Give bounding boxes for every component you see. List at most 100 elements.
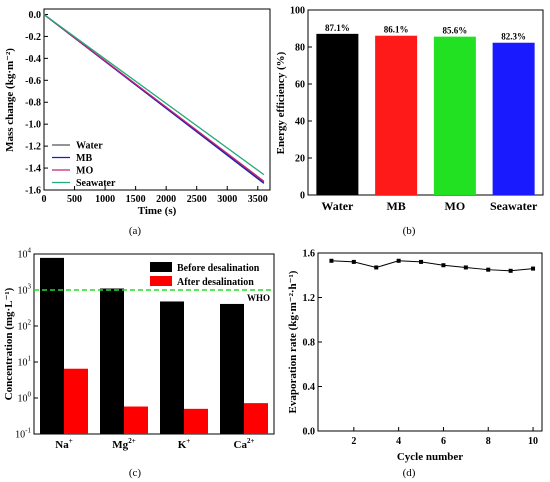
panel-d-data-point (374, 265, 379, 270)
panel-d-data-point (463, 265, 468, 270)
panel-d-xtick-label: 6 (441, 436, 446, 447)
panel-b-caption: (b) (403, 225, 416, 237)
panel-c-ytick-label: 101 (18, 355, 32, 369)
panel-d-series-line (331, 260, 534, 272)
panel-c-who-label: WHO (247, 293, 270, 303)
panel-b-bar (375, 35, 418, 196)
panel-c-frame (33, 253, 275, 435)
panel-c-bar (64, 368, 88, 434)
panel-d-chart: Cycle number Evaporation rate (kg·m⁻²·h⁻… (287, 249, 543, 479)
panel-b-chart: Energy efficiency (%) (b) 0 20 40 60 80 100 87… (275, 6, 544, 237)
panel-c-bar (40, 257, 64, 434)
panel-b-xtick-label: MB (386, 199, 405, 213)
panel-b-ytick-label: 80 (295, 43, 305, 54)
panel-d-data-point (351, 259, 356, 264)
panel-b-ytick-label: 20 (295, 154, 305, 165)
panel-a-ytick-label: -1.4 (25, 164, 41, 175)
panel-c-legend-label: Before desalination (177, 263, 260, 274)
panel-c-bar (244, 403, 268, 434)
panel-a-xtick-label: 3500 (248, 194, 268, 205)
panel-a-ytick-label: -1.2 (25, 142, 41, 153)
panel-b-xtick-label: Water (321, 199, 354, 213)
panel-b-bar (316, 33, 359, 195)
panel-c-legend-swatch (150, 262, 172, 272)
panel-d-xtick-label: 4 (396, 436, 401, 447)
panel-a-chart: Time (s) Mass change (kg·m⁻²) (a) 0 500 10… (4, 8, 271, 237)
panel-d-data-point (531, 266, 536, 271)
panel-c-ytick-label: 10-1 (15, 427, 31, 441)
panel-c-xtick-label: K+ (178, 437, 191, 451)
panel-d-ytick-label: 1.2 (303, 293, 316, 304)
panel-d-data-point (329, 258, 334, 263)
panel-c-bar (100, 288, 124, 434)
panel-a-xtick-label: 2500 (187, 194, 207, 205)
panel-d-ytick-label: 0.0 (303, 427, 316, 438)
panel-a-ytick-label: -0.6 (25, 76, 41, 87)
panel-a-legend-label: MO (76, 166, 93, 177)
panel-a-xtick-label: 2000 (156, 194, 176, 205)
panel-c-bar (220, 303, 244, 434)
panel-a-legend-label: Seawater (76, 178, 116, 189)
panel-a-legend-label: Water (76, 141, 103, 152)
panel-a-xtick-label: 3000 (217, 194, 237, 205)
panel-d-ytick-label: 1.6 (303, 249, 316, 260)
panel-a-xtick-label: 1000 (95, 194, 115, 205)
panel-a-legend-label: MB (76, 153, 92, 164)
panel-c-ylabel: Concentration (mg·L⁻¹) (3, 287, 15, 400)
panel-b-frame (307, 9, 544, 196)
panel-a-xlabel: Time (s) (138, 205, 177, 217)
panel-b-data-label: 85.6% (443, 26, 468, 36)
panel-d-xlabel: Cycle number (397, 451, 463, 463)
panel-c-ytick-label: 100 (18, 391, 32, 405)
panel-d-data-point (508, 268, 513, 273)
panel-d-frame (317, 252, 543, 432)
panel-c-ytick-label: 104 (18, 247, 32, 261)
panel-a-ylabel: Mass change (kg·m⁻²) (4, 48, 16, 152)
panel-b-data-label: 82.3% (501, 32, 526, 42)
panel-b-ylabel: Energy efficiency (%) (275, 51, 287, 154)
panel-a-ytick-label: -0.8 (25, 98, 41, 109)
panel-d-xtick-label: 10 (528, 436, 538, 447)
panel-a-frame (43, 8, 271, 191)
panel-a-series-line (43, 13, 265, 182)
panel-a-series-line (43, 13, 265, 176)
panel-c-xtick-label: Ca2+ (234, 437, 255, 451)
panel-d-ytick-label: 0.4 (303, 382, 316, 393)
panel-c-chart: Concentration (mg·L⁻¹) (c) 10-1 100 101 102… (3, 247, 275, 479)
panel-a-ytick-label: -1.0 (25, 120, 41, 131)
panel-b-data-label: 86.1% (384, 25, 409, 35)
panel-b-ytick-label: 0 (300, 191, 305, 202)
panel-a-ytick-label: 0.0 (29, 10, 42, 21)
panel-b-ytick-label: 40 (295, 117, 305, 128)
panel-c-xtick-label: Mg2+ (112, 437, 135, 451)
panel-c-legend-label: After desalination (177, 277, 254, 288)
panel-d-xtick-label: 2 (351, 436, 356, 447)
panel-b-xtick-label: MO (445, 199, 466, 213)
panel-b-xtick-label: Seawater (490, 199, 538, 213)
panel-d-data-point (419, 259, 424, 264)
panel-b-bar (492, 42, 535, 196)
panel-a-xtick-label: 500 (67, 194, 82, 205)
panel-a-ytick-label: -0.4 (25, 54, 41, 65)
panel-b-ytick-label: 60 (295, 80, 305, 91)
panel-c-bar (160, 301, 184, 434)
panel-a-ytick-label: -1.6 (25, 186, 41, 197)
panel-c-bar (124, 406, 148, 434)
panel-a-xtick-label: 1500 (126, 194, 146, 205)
panel-c-caption: (c) (129, 467, 142, 479)
panel-d-data-point (441, 263, 446, 268)
panel-a-xtick-label: 0 (42, 194, 47, 205)
panel-c-legend-swatch (150, 276, 172, 286)
panel-a-caption: (a) (129, 225, 142, 237)
panel-b-ytick-label: 100 (290, 6, 305, 17)
panel-a-ytick-label: -0.2 (25, 32, 41, 43)
panel-c-ytick-label: 103 (18, 283, 32, 297)
panel-d-ytick-label: 0.8 (303, 338, 316, 349)
panel-d-data-point (486, 267, 491, 272)
panel-b-bar (433, 36, 476, 195)
panel-d-caption: (d) (403, 467, 416, 479)
panel-d-data-point (396, 258, 401, 263)
panel-c-xtick-label: Na+ (55, 437, 72, 451)
panel-c-ytick-label: 102 (18, 319, 32, 333)
